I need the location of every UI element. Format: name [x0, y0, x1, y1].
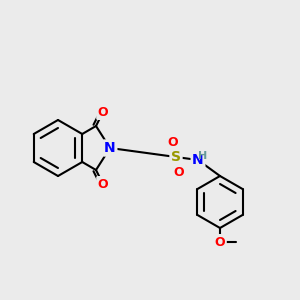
Text: O: O — [168, 136, 178, 148]
Text: S: S — [171, 150, 181, 164]
Text: O: O — [215, 236, 225, 248]
Text: O: O — [98, 178, 108, 190]
Text: O: O — [174, 166, 184, 178]
Text: N: N — [104, 141, 116, 155]
Text: O: O — [98, 106, 108, 118]
Text: H: H — [198, 151, 208, 161]
Text: N: N — [192, 153, 204, 167]
